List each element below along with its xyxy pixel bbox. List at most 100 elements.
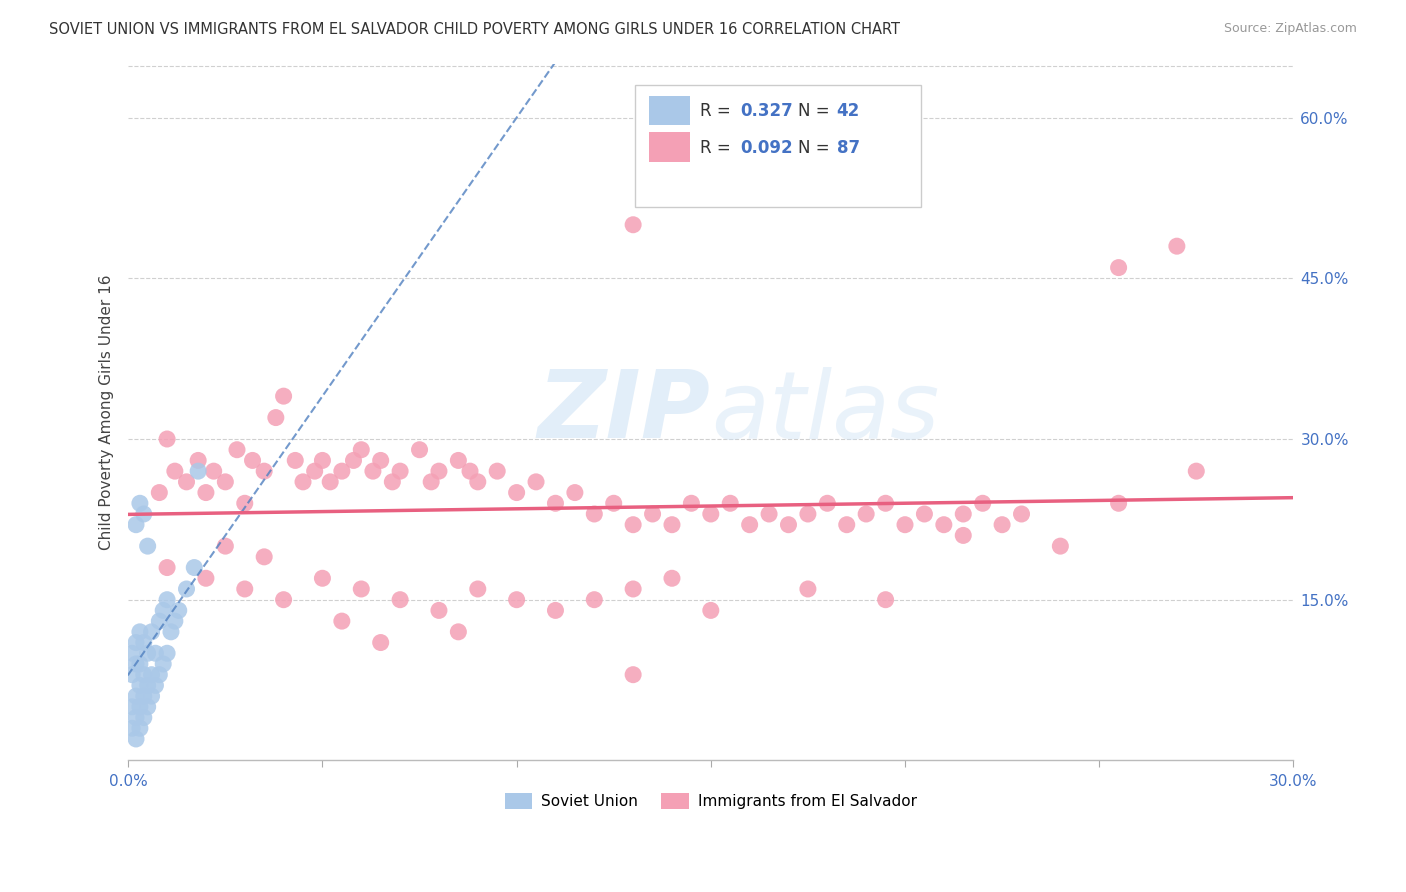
Point <box>621 517 644 532</box>
Point <box>148 614 170 628</box>
Point <box>311 453 333 467</box>
Point <box>467 475 489 489</box>
Point <box>156 560 179 574</box>
Point <box>136 539 159 553</box>
Point <box>952 507 974 521</box>
Text: 42: 42 <box>837 102 860 120</box>
Point <box>121 721 143 735</box>
Point <box>1011 507 1033 521</box>
Point <box>187 464 209 478</box>
Point <box>370 635 392 649</box>
Point <box>125 689 148 703</box>
Point <box>152 603 174 617</box>
Text: N =: N = <box>799 102 835 120</box>
Point <box>132 507 155 521</box>
Point <box>273 592 295 607</box>
Point <box>156 592 179 607</box>
Point <box>148 667 170 681</box>
Text: 87: 87 <box>837 138 860 157</box>
Point <box>125 517 148 532</box>
Point <box>718 496 741 510</box>
Point <box>447 624 470 639</box>
Point <box>835 517 858 532</box>
Point <box>176 475 198 489</box>
Point <box>797 507 820 521</box>
Text: N =: N = <box>799 138 835 157</box>
Point <box>912 507 935 521</box>
Point <box>544 496 567 510</box>
Point <box>972 496 994 510</box>
FancyBboxPatch shape <box>636 85 921 207</box>
Point <box>1049 539 1071 553</box>
Point <box>894 517 917 532</box>
Point <box>621 667 644 681</box>
Point <box>350 442 373 457</box>
Point <box>330 614 353 628</box>
Point <box>125 710 148 724</box>
Point <box>700 603 723 617</box>
Point <box>1166 239 1188 253</box>
Point <box>202 464 225 478</box>
Point <box>136 646 159 660</box>
Point <box>1108 496 1130 510</box>
Point <box>311 571 333 585</box>
Point <box>129 496 152 510</box>
Point <box>264 410 287 425</box>
Point <box>273 389 295 403</box>
Point <box>163 614 186 628</box>
Point <box>330 464 353 478</box>
Point <box>163 464 186 478</box>
Point <box>505 592 527 607</box>
Point <box>132 689 155 703</box>
Point <box>350 582 373 596</box>
Point <box>253 464 276 478</box>
Point <box>370 453 392 467</box>
Point <box>132 667 155 681</box>
Point <box>129 721 152 735</box>
Point <box>408 442 430 457</box>
Point <box>156 646 179 660</box>
Point <box>661 571 683 585</box>
Point <box>389 592 412 607</box>
Point <box>129 699 152 714</box>
Point <box>641 507 664 521</box>
Y-axis label: Child Poverty Among Girls Under 16: Child Poverty Among Girls Under 16 <box>100 275 114 550</box>
Bar <box>650 96 690 126</box>
Point <box>486 464 509 478</box>
Point <box>389 464 412 478</box>
Point <box>758 507 780 521</box>
Text: R =: R = <box>700 138 737 157</box>
Legend: Soviet Union, Immigrants from El Salvador: Soviet Union, Immigrants from El Salvado… <box>499 788 922 815</box>
Point <box>233 496 256 510</box>
Point <box>132 710 155 724</box>
Point <box>152 657 174 671</box>
Point <box>602 496 624 510</box>
Point <box>361 464 384 478</box>
Point <box>253 549 276 564</box>
Point <box>583 592 606 607</box>
Point <box>621 582 644 596</box>
Point <box>1185 464 1208 478</box>
Point <box>700 507 723 521</box>
Point <box>427 464 450 478</box>
Point <box>381 475 404 489</box>
Point <box>156 432 179 446</box>
Point <box>621 218 644 232</box>
Text: atlas: atlas <box>711 367 939 458</box>
Point <box>160 624 183 639</box>
Point <box>125 635 148 649</box>
Point <box>427 603 450 617</box>
Point <box>214 539 236 553</box>
Point <box>661 517 683 532</box>
Point <box>952 528 974 542</box>
Point <box>447 453 470 467</box>
Point <box>145 646 167 660</box>
Point <box>544 603 567 617</box>
Point <box>875 496 897 510</box>
Point <box>458 464 481 478</box>
Point <box>141 624 163 639</box>
Point <box>129 624 152 639</box>
Point <box>141 667 163 681</box>
Point <box>292 475 315 489</box>
Point <box>148 485 170 500</box>
